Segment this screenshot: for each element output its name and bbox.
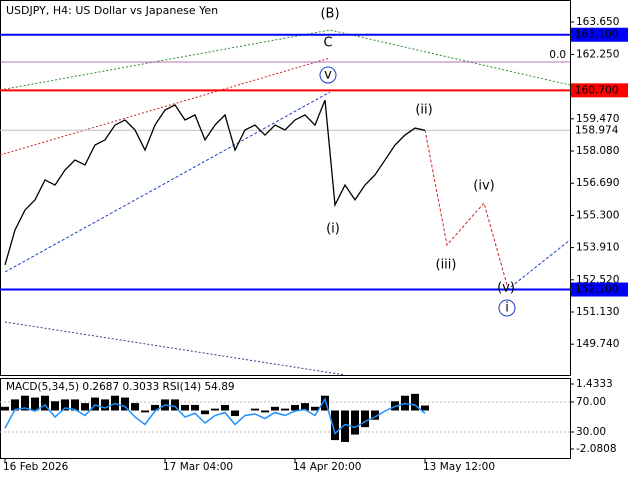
x-tick-label: 16 Feb 2026 <box>3 461 69 473</box>
macd-bar <box>371 410 379 420</box>
y-tick-label: 70.00 <box>576 396 606 408</box>
macd-bar <box>71 399 79 411</box>
trendline <box>4 321 346 376</box>
wave-label: (v) <box>497 281 515 296</box>
price-label: 160.700 <box>575 84 618 96</box>
macd-bar <box>91 397 99 411</box>
macd-bar <box>211 408 219 411</box>
trendlines <box>0 29 571 376</box>
price-label: 152.100 <box>575 284 618 296</box>
macd-bar <box>41 395 49 411</box>
y-tick-label: 163.650 <box>576 16 619 28</box>
macd-bar <box>231 410 239 417</box>
wave-label: C <box>323 36 332 51</box>
macd-bar <box>181 404 189 411</box>
macd-bar <box>271 406 279 411</box>
y-tick-label: 151.130 <box>576 306 619 318</box>
macd-bar <box>251 408 259 411</box>
indicator-title: MACD(5,34,5) 0.2687 0.3033 RSI(14) 54.89 <box>6 381 235 393</box>
macd-bar <box>411 393 419 411</box>
macd-bar <box>121 397 129 411</box>
indicator-panel <box>0 378 571 459</box>
macd-bar <box>221 404 229 411</box>
wave-label: (i) <box>326 222 340 237</box>
y-tick-label: 158.080 <box>576 145 619 157</box>
x-tick-label: 13 May 12:00 <box>423 461 495 473</box>
macd-bar <box>201 410 209 415</box>
macd-bar <box>341 410 349 442</box>
macd-bar <box>331 410 339 441</box>
wave-label: (iii) <box>436 258 457 273</box>
price-box <box>571 282 628 297</box>
macd-bar <box>361 410 369 428</box>
macd-bar <box>81 403 89 411</box>
projection <box>424 129 508 286</box>
macd-bar <box>1 406 9 411</box>
macd-bar <box>351 410 359 435</box>
y-tick-label: 153.910 <box>576 242 619 254</box>
price-box <box>571 27 628 42</box>
macd-bar <box>171 399 179 411</box>
y-tick-label: 155.300 <box>576 209 619 221</box>
macd-bar <box>311 406 319 411</box>
macd-bar <box>421 405 429 411</box>
macd-bar <box>321 395 329 411</box>
macd-bar <box>191 404 199 411</box>
x-tick-label: 17 Mar 04:00 <box>163 461 233 473</box>
x-tick-label: 14 Apr 20:00 <box>293 461 361 473</box>
price-line <box>4 99 426 266</box>
macd-bar <box>291 404 299 411</box>
macd-bar <box>51 401 59 411</box>
y-tick-label: 156.690 <box>576 177 619 189</box>
wave-circle <box>319 66 337 84</box>
macd-bar <box>151 404 159 411</box>
macd-bar <box>141 410 149 413</box>
macd-bar <box>301 403 309 411</box>
macd-bar <box>11 399 19 411</box>
rsi-line <box>4 397 426 435</box>
wave-label: (B) <box>320 7 339 22</box>
wave-label: v <box>324 68 332 83</box>
fib-label: 0.0 <box>549 49 566 61</box>
price-box <box>571 123 628 138</box>
y-tick-label: 162.250 <box>576 48 619 60</box>
trendline <box>4 91 331 273</box>
price-label: 158.974 <box>575 124 619 136</box>
wave-label: (iv) <box>473 179 494 194</box>
wave-circle <box>498 299 516 317</box>
macd-bar <box>261 410 269 413</box>
macd-bar <box>61 399 69 411</box>
y-tick-label: 149.740 <box>576 338 619 350</box>
macd-bar <box>131 403 139 411</box>
price-label: 163.100 <box>575 29 618 41</box>
y-tick-label: 159.470 <box>576 113 619 125</box>
wave-label: i <box>505 301 509 316</box>
y-tick-label: 30.00 <box>576 426 606 438</box>
macd-bar <box>101 399 109 411</box>
macd-bar <box>281 408 289 411</box>
y-tick-label: 1.4333 <box>576 378 613 390</box>
trendline <box>0 57 331 156</box>
trendline <box>506 239 571 291</box>
chart-title: USDJPY, H4: US Dollar vs Japanese Yen <box>6 4 218 17</box>
price-box <box>571 83 628 98</box>
wave-label: (ii) <box>415 103 432 118</box>
macd-bar <box>21 395 29 411</box>
macd-bar <box>31 397 39 411</box>
y-tick-label: -2.0808 <box>576 443 617 455</box>
